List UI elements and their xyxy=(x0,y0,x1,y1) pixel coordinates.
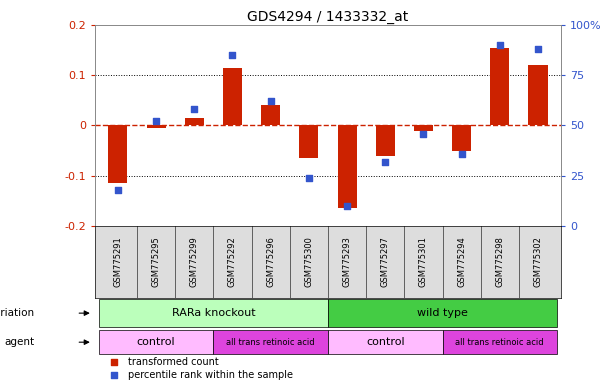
Point xyxy=(113,187,123,193)
Text: GSM775292: GSM775292 xyxy=(228,237,237,287)
Point xyxy=(419,131,428,137)
Point xyxy=(533,46,543,52)
Text: GSM775293: GSM775293 xyxy=(343,236,351,287)
Text: GSM775302: GSM775302 xyxy=(533,236,543,287)
Point xyxy=(495,42,504,48)
Bar xyxy=(99,330,213,354)
Text: wild type: wild type xyxy=(417,308,468,318)
Bar xyxy=(414,126,433,131)
Bar xyxy=(338,126,357,209)
Point xyxy=(304,175,314,181)
Point xyxy=(457,151,466,157)
Text: GSM775296: GSM775296 xyxy=(266,236,275,287)
Text: percentile rank within the sample: percentile rank within the sample xyxy=(128,370,292,380)
Text: agent: agent xyxy=(4,337,34,347)
Text: GSM775299: GSM775299 xyxy=(190,237,199,287)
Point xyxy=(151,118,161,124)
Bar xyxy=(452,126,471,151)
Text: control: control xyxy=(366,337,405,347)
Text: GSM775300: GSM775300 xyxy=(305,236,313,287)
Bar xyxy=(490,48,509,126)
Bar xyxy=(376,126,395,156)
Point xyxy=(342,203,352,209)
Text: genotype/variation: genotype/variation xyxy=(0,308,34,318)
Bar xyxy=(185,118,204,126)
Bar xyxy=(223,68,242,126)
Point xyxy=(380,159,390,165)
Point xyxy=(266,98,276,104)
Bar xyxy=(528,65,547,126)
Bar xyxy=(443,330,557,354)
Text: all trans retinoic acid: all trans retinoic acid xyxy=(455,338,544,347)
Text: GSM775301: GSM775301 xyxy=(419,236,428,287)
Bar xyxy=(299,126,318,158)
Text: RARa knockout: RARa knockout xyxy=(172,308,255,318)
Text: transformed count: transformed count xyxy=(128,357,218,367)
Bar xyxy=(109,126,128,183)
Bar xyxy=(261,105,280,126)
Title: GDS4294 / 1433332_at: GDS4294 / 1433332_at xyxy=(247,10,409,24)
Bar xyxy=(328,330,443,354)
Point xyxy=(109,359,118,365)
Text: GSM775297: GSM775297 xyxy=(381,236,390,287)
Bar xyxy=(328,299,557,327)
Text: GSM775294: GSM775294 xyxy=(457,237,466,287)
Point xyxy=(227,52,237,58)
Bar xyxy=(99,299,328,327)
Text: GSM775295: GSM775295 xyxy=(151,237,161,287)
Bar xyxy=(213,330,328,354)
Text: GSM775291: GSM775291 xyxy=(113,237,123,287)
Point xyxy=(189,106,199,113)
Text: all trans retinoic acid: all trans retinoic acid xyxy=(226,338,315,347)
Text: control: control xyxy=(137,337,175,347)
Bar xyxy=(147,126,166,128)
Point xyxy=(109,372,118,378)
Text: GSM775298: GSM775298 xyxy=(495,236,504,287)
